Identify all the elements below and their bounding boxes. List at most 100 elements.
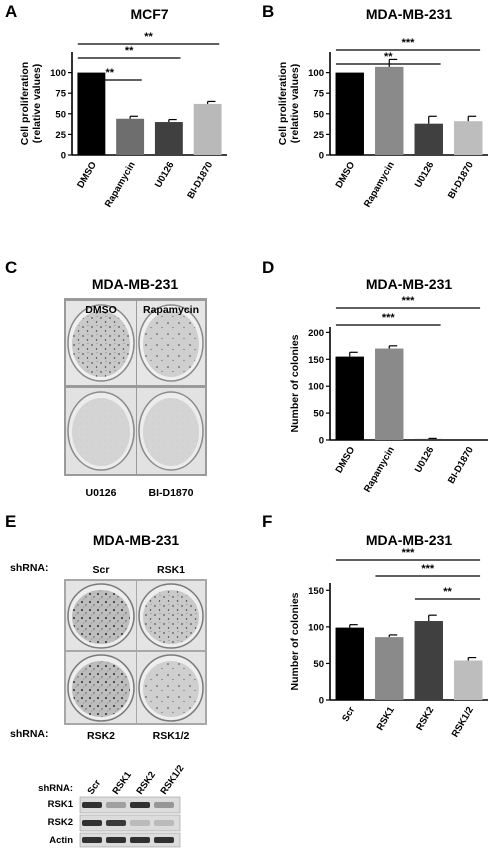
a-significance-label: ** <box>144 31 153 43</box>
a-bar-rapamycin <box>116 118 145 155</box>
b-y-axis-label-line1: Cell proliferation <box>277 62 289 145</box>
d-chart-title: MDA-MB-231 <box>366 276 453 292</box>
b-y-tick-label: 25 <box>313 130 324 141</box>
b-category-label-rapamycin: Rapamycin <box>362 160 397 210</box>
blot-band-actin-rsk1-2 <box>154 837 174 843</box>
plate-label-rsk1: RSK1 <box>157 564 185 576</box>
blot-band-rsk1-rsk2 <box>130 802 150 808</box>
shrna-label-bottom: shRNA: <box>10 728 49 740</box>
panel-letter-d: D <box>262 258 274 277</box>
panel-c-title: MDA-MB-231 <box>92 276 179 292</box>
blot-band-rsk2-scr <box>82 820 102 826</box>
panel-letter-f: F <box>262 512 272 531</box>
a-y-tick-label: 50 <box>55 109 66 120</box>
b-y-tick-label: 100 <box>308 68 324 79</box>
plate-u0126 <box>66 388 136 474</box>
panel-letter-e: E <box>5 512 16 531</box>
a-y-tick-label: 100 <box>50 68 66 79</box>
a-category-label-u0126: U0126 <box>153 160 177 190</box>
blot-band-rsk2-rsk1 <box>106 820 126 826</box>
d-category-label-dmso: DMSO <box>334 445 358 475</box>
blot-band-rsk2-rsk2 <box>130 820 150 826</box>
blot-row-rsk2: RSK2 <box>48 817 73 828</box>
d-bar-dmso <box>335 356 364 440</box>
d-y-tick-label: 200 <box>308 328 324 339</box>
f-significance-label: ** <box>443 586 452 598</box>
b-bar-rapamycin <box>375 66 404 155</box>
blot-lane-rsk12: RSK1/2 <box>158 763 186 797</box>
a-y-tick-label: 25 <box>55 130 66 141</box>
shrna-label-top: shRNA: <box>10 562 49 574</box>
a-y-axis-label-line2: (relative values) <box>31 64 43 143</box>
blot-band-rsk1-rsk1-2 <box>154 802 174 808</box>
panel-letter-a: A <box>5 2 17 21</box>
b-bar-dmso <box>335 72 364 155</box>
b-category-label-dmso: DMSO <box>334 160 358 190</box>
a-category-label-rapamycin: Rapamycin <box>103 160 138 210</box>
panel-e-title: MDA-MB-231 <box>93 532 180 548</box>
d-y-tick-label: 0 <box>319 436 324 447</box>
blot-band-actin-rsk1 <box>106 837 126 843</box>
b-significance-label: *** <box>402 37 416 49</box>
plate-bi-d1870 <box>137 388 205 474</box>
panel-letter-b: B <box>262 2 274 21</box>
blot-band-rsk1-rsk1 <box>106 802 126 808</box>
chart-b: MDA-MB-231 Cell proliferation (relative va… <box>277 6 488 209</box>
f-y-tick-label: 100 <box>308 622 324 633</box>
blot-lane-scr: Scr <box>85 778 103 797</box>
plate-rapamycin <box>137 301 205 385</box>
a-bar-u0126 <box>154 122 183 155</box>
plate-label-rapamycin: Rapamycin <box>143 304 199 316</box>
b-y-axis-label-line2: (relative values) <box>289 64 301 143</box>
plate-label-dmso: DMSO <box>85 304 117 316</box>
f-category-label-rsk2: RSK2 <box>414 705 436 732</box>
b-chart-title: MDA-MB-231 <box>366 6 453 22</box>
f-significance-label: *** <box>402 547 416 559</box>
blot-band-rsk2-rsk1-2 <box>154 820 174 826</box>
plate-label-bi-d1870: BI-D1870 <box>149 487 194 499</box>
panel-letter-c: C <box>5 258 17 277</box>
plate-rsk1 <box>137 581 205 650</box>
a-bar-bi-d1870 <box>193 103 222 155</box>
f-chart-title: MDA-MB-231 <box>366 532 453 548</box>
b-category-label-bi-d1870: BI-D1870 <box>446 160 476 201</box>
d-bar-u0126 <box>414 438 443 440</box>
western-blot: shRNA: Scr RSK1 RSK2 RSK1/2 RSK1 RSK2 Ac… <box>38 763 187 848</box>
d-significance-label: *** <box>382 312 396 324</box>
f-bar-rsk2 <box>414 621 443 700</box>
blot-row-rsk1: RSK1 <box>48 799 74 810</box>
chart-d: MDA-MB-231 Number of colonies 0 50 100 150 200… <box>289 276 488 494</box>
b-y-tick-label: 75 <box>313 89 324 100</box>
blot-row-actin: Actin <box>49 835 73 846</box>
b-bar-bi-d1870 <box>454 121 483 155</box>
f-significance-label: *** <box>421 563 435 575</box>
blot-lane-rsk1: RSK1 <box>110 769 134 797</box>
f-bar-rsk1 <box>375 637 404 700</box>
f-y-tick-label: 50 <box>313 659 324 670</box>
a-y-tick-label: 75 <box>55 89 66 100</box>
plate-dmso <box>66 301 136 385</box>
d-y-axis-label: Number of colonies <box>289 334 301 432</box>
blot-shrna-label: shRNA: <box>38 783 73 794</box>
a-chart-title: MCF7 <box>130 6 168 22</box>
f-category-label-scr: Scr <box>340 705 357 724</box>
d-significance-label: *** <box>402 295 416 307</box>
blot-band-rsk1-scr <box>82 802 102 808</box>
plate-label-u0126: U0126 <box>86 487 117 499</box>
blot-band-actin-rsk2 <box>130 837 150 843</box>
blot-band-actin-scr <box>82 837 102 843</box>
f-bar-scr <box>335 627 364 700</box>
plate-label-rsk2: RSK2 <box>87 730 115 742</box>
f-category-label-rsk1-2: RSK1/2 <box>450 705 476 739</box>
panel-e-plates: MDA-MB-231 shRNA: Scr RSK1 shRNA: RSK2 R… <box>10 532 207 742</box>
blot-lane-rsk2: RSK2 <box>134 770 158 797</box>
panel-c-plates: MDA-MB-231 DMSO Rapamycin U0126 BI-D1870 <box>64 276 207 510</box>
plate-label-scr: Scr <box>93 564 110 576</box>
plate-label-rsk12: RSK1/2 <box>153 730 190 742</box>
a-bar-dmso <box>77 72 106 155</box>
b-y-tick-label: 50 <box>313 109 324 120</box>
d-bar-rapamycin <box>375 348 404 440</box>
plate-scr <box>66 581 136 650</box>
plate-rsk12 <box>137 652 205 723</box>
